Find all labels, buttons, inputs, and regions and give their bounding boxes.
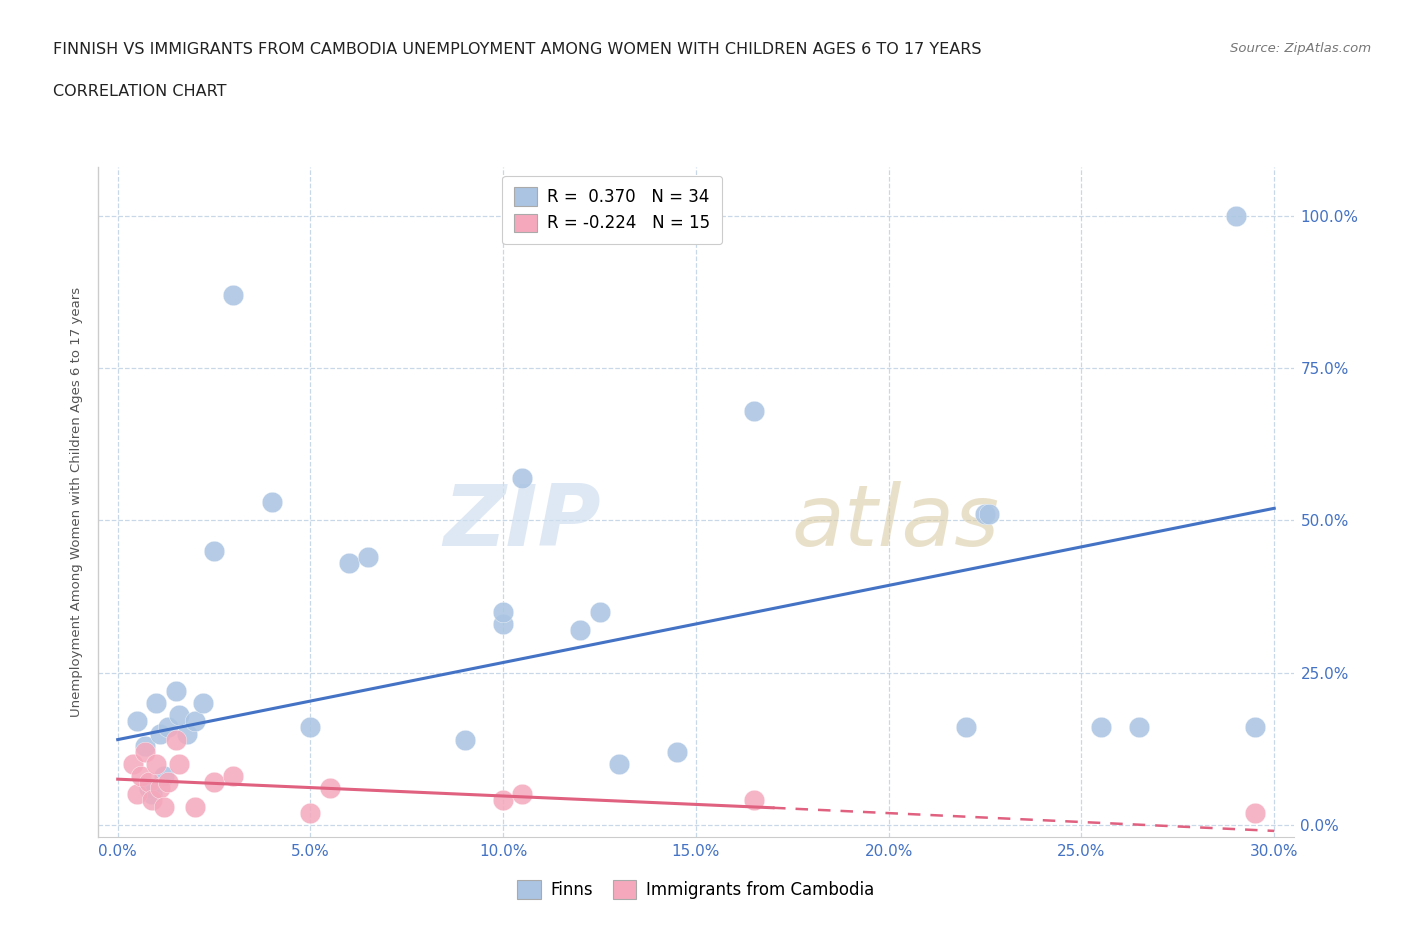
Point bbox=[202, 775, 225, 790]
Point bbox=[184, 799, 207, 814]
Point bbox=[492, 793, 515, 808]
Point bbox=[607, 756, 630, 771]
Point bbox=[191, 696, 214, 711]
Point bbox=[156, 720, 179, 735]
Point bbox=[1090, 720, 1112, 735]
Y-axis label: Unemployment Among Women with Children Ages 6 to 17 years: Unemployment Among Women with Children A… bbox=[70, 287, 83, 717]
Point bbox=[149, 726, 172, 741]
Point bbox=[222, 287, 245, 302]
Point bbox=[125, 787, 148, 802]
Point bbox=[665, 744, 688, 759]
Point bbox=[165, 684, 187, 698]
Point bbox=[977, 507, 1000, 522]
Point bbox=[974, 507, 997, 522]
Text: FINNISH VS IMMIGRANTS FROM CAMBODIA UNEMPLOYMENT AMONG WOMEN WITH CHILDREN AGES : FINNISH VS IMMIGRANTS FROM CAMBODIA UNEM… bbox=[53, 42, 981, 57]
Point bbox=[357, 550, 380, 565]
Point bbox=[492, 617, 515, 631]
Text: Source: ZipAtlas.com: Source: ZipAtlas.com bbox=[1230, 42, 1371, 55]
Point bbox=[141, 787, 163, 802]
Point bbox=[165, 732, 187, 747]
Point bbox=[145, 696, 167, 711]
Point bbox=[153, 769, 176, 784]
Point bbox=[184, 714, 207, 729]
Point bbox=[169, 756, 191, 771]
Point bbox=[122, 756, 145, 771]
Point bbox=[569, 622, 592, 637]
Point bbox=[202, 543, 225, 558]
Point bbox=[337, 555, 360, 570]
Point bbox=[169, 708, 191, 723]
Point bbox=[299, 805, 322, 820]
Point bbox=[222, 769, 245, 784]
Point bbox=[125, 714, 148, 729]
Point bbox=[319, 781, 342, 796]
Text: CORRELATION CHART: CORRELATION CHART bbox=[53, 84, 226, 99]
Point bbox=[1128, 720, 1150, 735]
Point bbox=[299, 720, 322, 735]
Point bbox=[134, 738, 156, 753]
Point bbox=[453, 732, 475, 747]
Point bbox=[145, 756, 167, 771]
Point bbox=[153, 799, 176, 814]
Point bbox=[138, 775, 160, 790]
Point bbox=[141, 793, 163, 808]
Point bbox=[134, 744, 156, 759]
Point bbox=[1225, 208, 1247, 223]
Point bbox=[156, 775, 179, 790]
Point bbox=[260, 495, 283, 510]
Text: atlas: atlas bbox=[792, 481, 1000, 564]
Point bbox=[588, 604, 610, 619]
Point bbox=[955, 720, 977, 735]
Point bbox=[742, 404, 765, 418]
Point bbox=[742, 793, 765, 808]
Point bbox=[492, 604, 515, 619]
Legend: Finns, Immigrants from Cambodia: Finns, Immigrants from Cambodia bbox=[510, 873, 882, 906]
Point bbox=[1244, 805, 1267, 820]
Point bbox=[176, 726, 198, 741]
Point bbox=[129, 769, 152, 784]
Point bbox=[1244, 720, 1267, 735]
Point bbox=[138, 781, 160, 796]
Point bbox=[149, 781, 172, 796]
Text: ZIP: ZIP bbox=[443, 481, 600, 564]
Point bbox=[512, 471, 534, 485]
Point bbox=[512, 787, 534, 802]
